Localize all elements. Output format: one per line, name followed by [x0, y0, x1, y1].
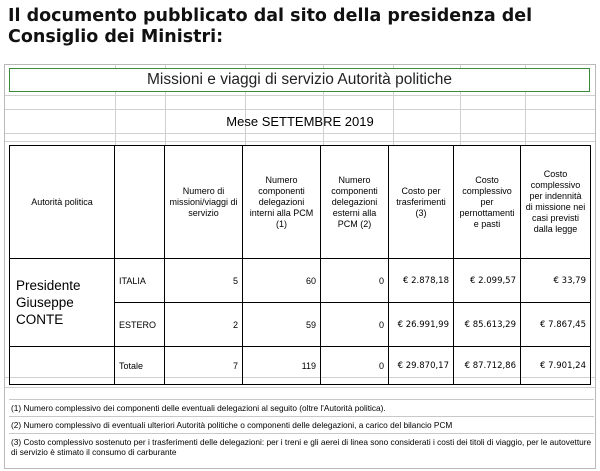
allowance-cost: € 33,79 — [520, 258, 591, 303]
grid-line — [393, 65, 394, 145]
allowance-cost: € 7.867,45 — [520, 302, 591, 347]
article-headline: Il documento pubblicato dal sito della p… — [8, 6, 533, 47]
grid-line — [5, 95, 595, 96]
allowance-cost: € 7.901,24 — [520, 346, 591, 385]
empty-cell — [9, 346, 115, 385]
row-label: Totale — [114, 346, 165, 385]
column-header: Costo per trasferimenti (3) — [388, 145, 454, 259]
transfer-cost: € 26.991,99 — [388, 302, 454, 347]
table-row: Presidente Giuseppe CONTE ITALIA 5 60 0 … — [9, 258, 591, 347]
grid-line — [525, 65, 526, 145]
lodging-cost: € 85.613,29 — [453, 302, 521, 347]
table-header-row: Autorità politica Numero di missioni/via… — [9, 145, 591, 259]
sheet-title: Missioni e viaggi di servizio Autorità p… — [9, 68, 590, 92]
table-row-total: Totale 7 119 0 € 29.870,17 € 87.712,86 €… — [9, 346, 591, 385]
transfer-cost: € 2.878,18 — [388, 258, 454, 303]
internal-value: 60 — [242, 258, 321, 303]
missions-value: 7 — [164, 346, 243, 385]
missions-table: Autorità politica Numero di missioni/via… — [9, 145, 591, 385]
footnote: (2) Numero complessivo di eventuali ulte… — [9, 416, 594, 433]
authority-name: Presidente Giuseppe CONTE — [9, 258, 115, 347]
column-header: Autorità politica — [9, 145, 115, 259]
external-value: 0 — [320, 302, 389, 347]
external-value: 0 — [320, 258, 389, 303]
spreadsheet-image: Missioni e viaggi di servizio Autorità p… — [4, 64, 596, 469]
column-header: Costo complessivo per indennità di missi… — [520, 145, 591, 259]
grid-line — [5, 133, 595, 134]
footnotes: (1) Numero complessivo dei componenti de… — [9, 399, 594, 460]
grid-line — [323, 65, 324, 145]
grid-line — [115, 65, 116, 145]
footnote: (3) Costo complessivo sostenuto per i tr… — [9, 433, 594, 460]
table-row: ESTERO 2 59 0 € 26.991,99 € 85.613,29 € … — [10, 302, 591, 347]
transfer-cost: € 29.870,17 — [388, 346, 454, 385]
grid-line — [5, 387, 595, 388]
grid-line — [460, 65, 461, 145]
lodging-cost: € 2.099,57 — [453, 258, 521, 303]
column-header: Numero di missioni/viaggi di servizio — [164, 145, 243, 259]
column-header: Costo complessivo per pernottamenti e pa… — [453, 145, 521, 259]
column-header: Numero componenti delegazioni esterni al… — [320, 145, 389, 259]
row-label: ITALIA — [114, 258, 165, 303]
missions-value: 5 — [164, 258, 243, 303]
lodging-cost: € 87.712,86 — [453, 346, 521, 385]
column-header: Numero componenti delegazioni interni al… — [242, 145, 321, 259]
grid-line — [5, 109, 595, 110]
missions-value: 2 — [164, 302, 243, 347]
grid-line — [165, 65, 166, 145]
footnote: (1) Numero complessivo dei componenti de… — [9, 399, 594, 416]
internal-value: 119 — [242, 346, 321, 385]
external-value: 0 — [320, 346, 389, 385]
grid-line — [5, 141, 595, 142]
month-label: Mese SETTEMBRE 2019 — [226, 113, 374, 129]
internal-value: 59 — [242, 302, 321, 347]
column-header — [114, 145, 165, 259]
row-label: ESTERO — [114, 302, 165, 347]
grid-line — [245, 65, 246, 145]
